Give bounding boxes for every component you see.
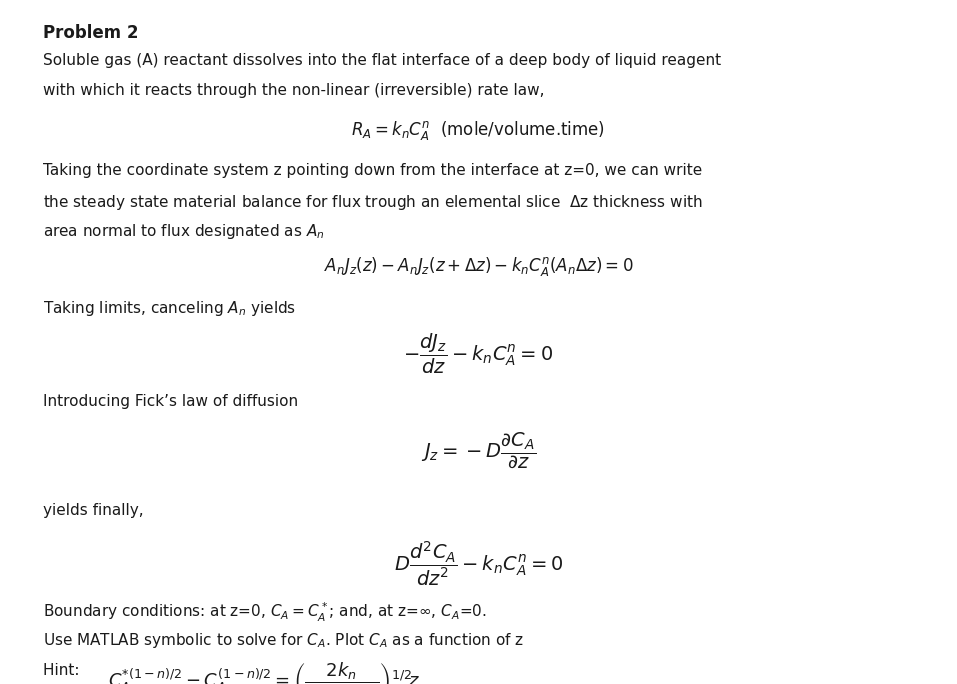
Text: yields finally,: yields finally, (43, 503, 144, 518)
Text: $-\dfrac{dJ_z}{dz} - k_n C_A^n = 0$: $-\dfrac{dJ_z}{dz} - k_n C_A^n = 0$ (404, 332, 553, 376)
Text: Use MATLAB symbolic to solve for $C_A$. Plot $C_A$ as a function of z: Use MATLAB symbolic to solve for $C_A$. … (43, 631, 524, 650)
Text: the steady state material balance for flux trough an elemental slice  $\Delta$z : the steady state material balance for fl… (43, 193, 702, 211)
Text: Boundary conditions: at z=0, $C_A=C_A^*$; and, at z=$\infty$, $C_A$=0.: Boundary conditions: at z=0, $C_A=C_A^*$… (43, 601, 487, 624)
Text: Taking the coordinate system z pointing down from the interface at z=0, we can w: Taking the coordinate system z pointing … (43, 163, 702, 178)
Text: Problem 2: Problem 2 (43, 24, 139, 42)
Text: $A_n J_z(z) - A_n J_z(z+\Delta z) - k_n C_A^n(A_n\Delta z) = 0$: $A_n J_z(z) - A_n J_z(z+\Delta z) - k_n … (323, 255, 634, 278)
Text: Soluble gas (A) reactant dissolves into the flat interface of a deep body of liq: Soluble gas (A) reactant dissolves into … (43, 53, 722, 68)
Text: with which it reacts through the non-linear (irreversible) rate law,: with which it reacts through the non-lin… (43, 83, 545, 98)
Text: Introducing Fick’s law of diffusion: Introducing Fick’s law of diffusion (43, 394, 299, 409)
Text: $D\dfrac{d^2 C_A}{dz^2} - k_n C_A^n = 0$: $D\dfrac{d^2 C_A}{dz^2} - k_n C_A^n = 0$ (393, 539, 564, 588)
Text: Taking limits, canceling $A_n$ yields: Taking limits, canceling $A_n$ yields (43, 299, 297, 318)
Text: area normal to flux designated as $A_n$: area normal to flux designated as $A_n$ (43, 222, 324, 241)
Text: Hint:: Hint: (43, 663, 84, 679)
Text: $J_z = -D\dfrac{\partial C_A}{\partial z}$: $J_z = -D\dfrac{\partial C_A}{\partial z… (421, 430, 536, 470)
Text: $C_A^{*(1-n)/2} - C_A^{(1-n)/2} = \left(\dfrac{2k_n}{D(n+1)}\right)^{1/2}\! z$: $C_A^{*(1-n)/2} - C_A^{(1-n)/2} = \left(… (108, 660, 421, 684)
Text: $R_A = k_n C_A^n$  (mole/volume.time): $R_A = k_n C_A^n$ (mole/volume.time) (351, 119, 606, 142)
